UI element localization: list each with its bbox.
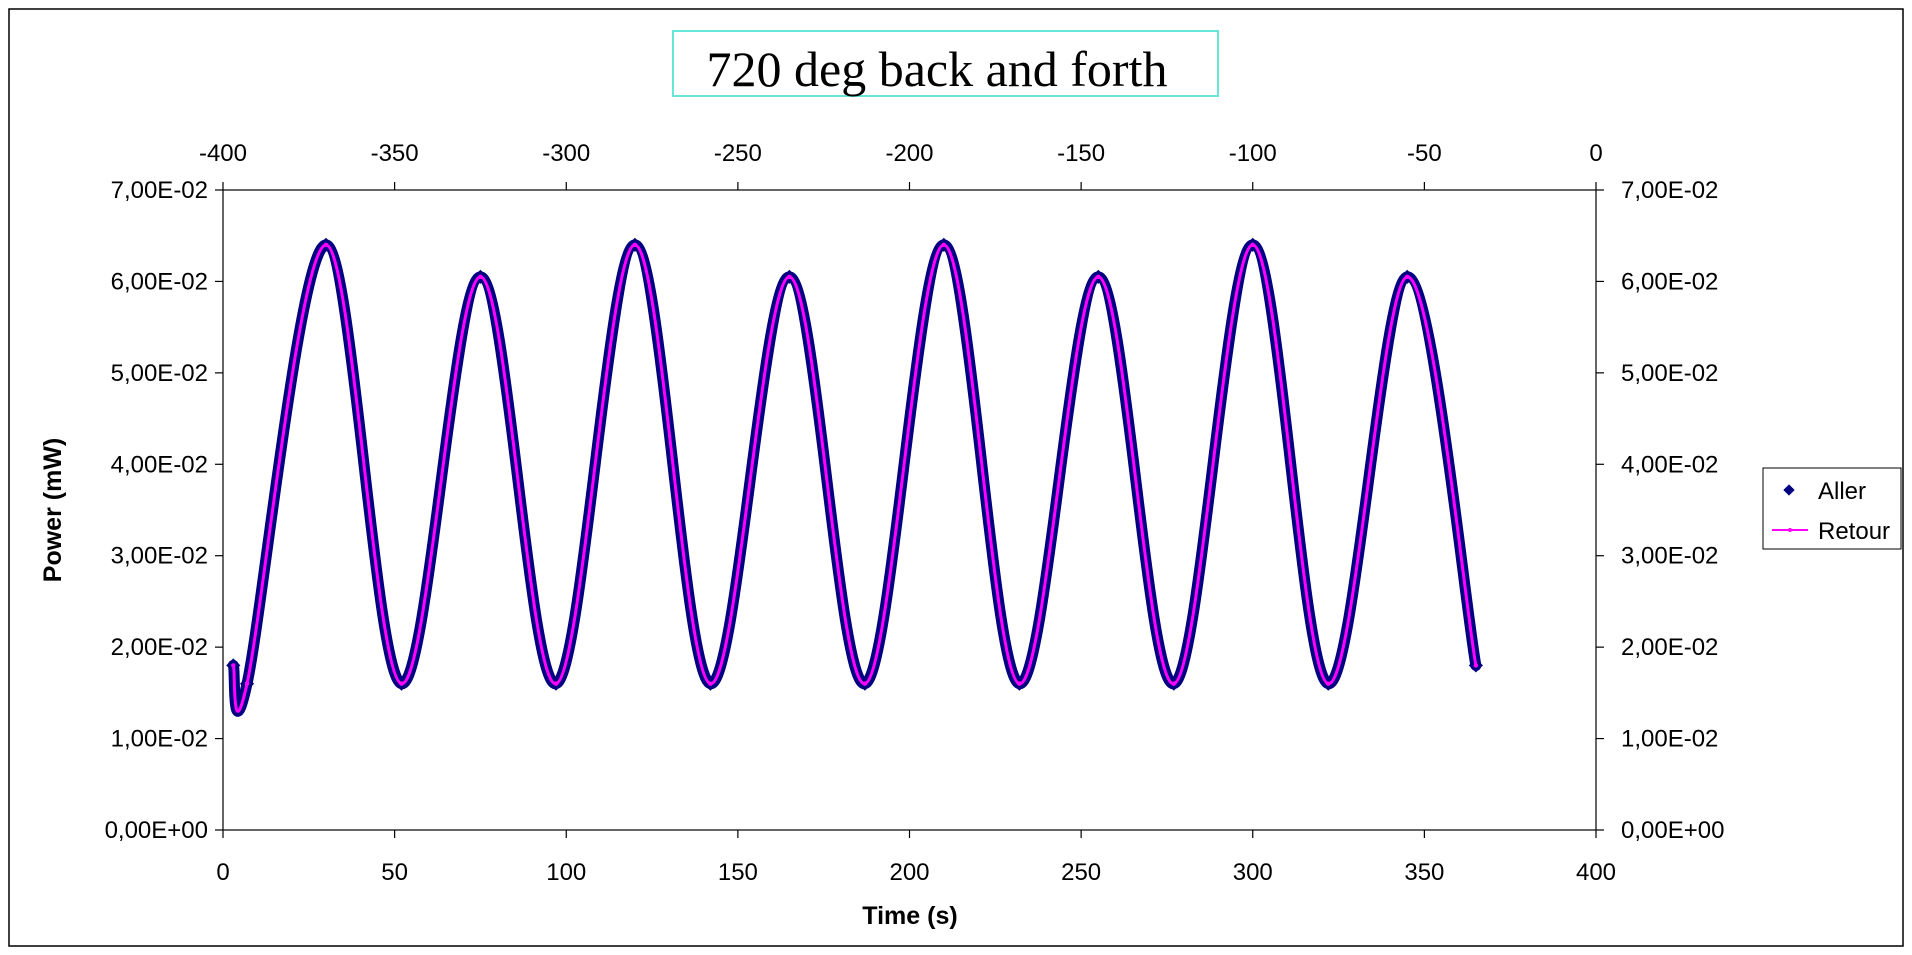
series-point-retour: [1405, 274, 1410, 280]
x-axis-tick-label: 300: [1233, 859, 1273, 886]
secondary-x-axis-tick-label: -300: [542, 140, 590, 167]
secondary-x-axis-tick-label: -350: [371, 140, 419, 167]
secondary-x-axis-tick-label: -100: [1229, 140, 1277, 167]
secondary-y-axis-tick-label: 5,00E-02: [1621, 360, 1718, 387]
legend-marker-aller: [1783, 484, 1795, 496]
series-point-retour: [231, 663, 236, 668]
y-axis-tick-label: 4,00E-02: [111, 451, 208, 478]
series-point-retour: [941, 242, 947, 248]
secondary-x-axis-tick-label: -250: [714, 140, 762, 167]
x-axis-tick-label: 150: [718, 859, 758, 886]
y-axis-tick-label: 5,00E-02: [111, 360, 208, 387]
secondary-y-axis-tick-label: 3,00E-02: [1621, 543, 1718, 570]
x-axis-tick-label: 50: [381, 859, 408, 886]
title-border: [672, 30, 1219, 97]
series-point-retour: [1017, 681, 1022, 686]
secondary-y-axis-tick-label: 7,00E-02: [1621, 177, 1718, 204]
secondary-x-axis-tick-label: -150: [1057, 140, 1105, 167]
series-point-retour: [1250, 242, 1255, 248]
secondary-y-axis-tick-label: 6,00E-02: [1621, 268, 1718, 295]
x-axis-tick-label: 0: [216, 859, 229, 886]
legend-label-retour: Retour: [1818, 518, 1890, 545]
y-axis: 0,00E+00 1,00E-02 2,00E-02 3,00E-02 4,00E-02…: [105, 177, 223, 844]
y-axis-tick-label: 2,00E-02: [111, 634, 208, 661]
secondary-y-axis: 0,00E+00 1,00E-02 2,00E-02 3,00E-02 4,00E-02…: [1596, 177, 1724, 844]
secondary-x-axis-tick-label: 0: [1589, 140, 1602, 167]
series-point-retour: [862, 681, 868, 686]
series-point-retour: [1096, 274, 1101, 280]
x-axis-tick-label: 100: [546, 859, 586, 886]
series-point-retour: [323, 242, 329, 248]
x-axis-label: Time (s): [862, 902, 957, 930]
series-point-retour: [1326, 681, 1331, 686]
plot-area: [222, 189, 1597, 831]
legend-box: [1762, 467, 1902, 550]
y-axis-label: Power (mW): [39, 438, 67, 582]
x-axis: 0 50 100 150 200 250 300 350 400: [216, 830, 1616, 886]
series-point-retour: [244, 681, 250, 686]
legend-label-aller: Aller: [1818, 478, 1866, 505]
series-point-retour: [708, 681, 713, 686]
title-box: 720 deg back and forth: [672, 30, 1219, 97]
secondary-x-axis-tick-label: -200: [885, 140, 933, 167]
series-point-retour: [399, 681, 404, 686]
legend-marker-retour: [1788, 528, 1792, 532]
secondary-x-axis-tick-label: -400: [199, 140, 247, 167]
y-axis-tick-label: 3,00E-02: [111, 543, 208, 570]
series-point-retour: [787, 274, 792, 280]
secondary-y-axis-tick-label: 0,00E+00: [1621, 817, 1724, 844]
secondary-x-axis: -400 -350 -300 -250 -200 -150 -100 -50 0: [199, 140, 1603, 190]
secondary-y-axis-tick-label: 4,00E-02: [1621, 451, 1718, 478]
chart-title: 720 deg back and forth: [707, 41, 1168, 97]
series-point-retour: [1473, 663, 1479, 668]
series-point-retour: [553, 681, 559, 686]
secondary-y-axis-tick-label: 2,00E-02: [1621, 634, 1718, 661]
y-axis-tick-label: 1,00E-02: [111, 726, 208, 753]
x-axis-tick-label: 200: [889, 859, 929, 886]
x-axis-tick-label: 350: [1404, 859, 1444, 886]
series-point-retour: [1171, 681, 1177, 686]
series-group: [226, 237, 1483, 717]
secondary-x-axis-tick-label: -50: [1407, 140, 1442, 167]
secondary-y-axis-tick-label: 1,00E-02: [1621, 726, 1718, 753]
y-axis-tick-label: 0,00E+00: [105, 817, 208, 844]
legend: Aller Retour: [1762, 467, 1902, 550]
y-axis-tick-label: 7,00E-02: [111, 177, 208, 204]
series-point-retour: [632, 242, 638, 248]
x-axis-tick-label: 400: [1576, 859, 1616, 886]
series-point-retour: [478, 274, 483, 280]
y-axis-tick-label: 6,00E-02: [111, 268, 208, 295]
x-axis-tick-label: 250: [1061, 859, 1101, 886]
series-line-retour: [231, 243, 1478, 713]
